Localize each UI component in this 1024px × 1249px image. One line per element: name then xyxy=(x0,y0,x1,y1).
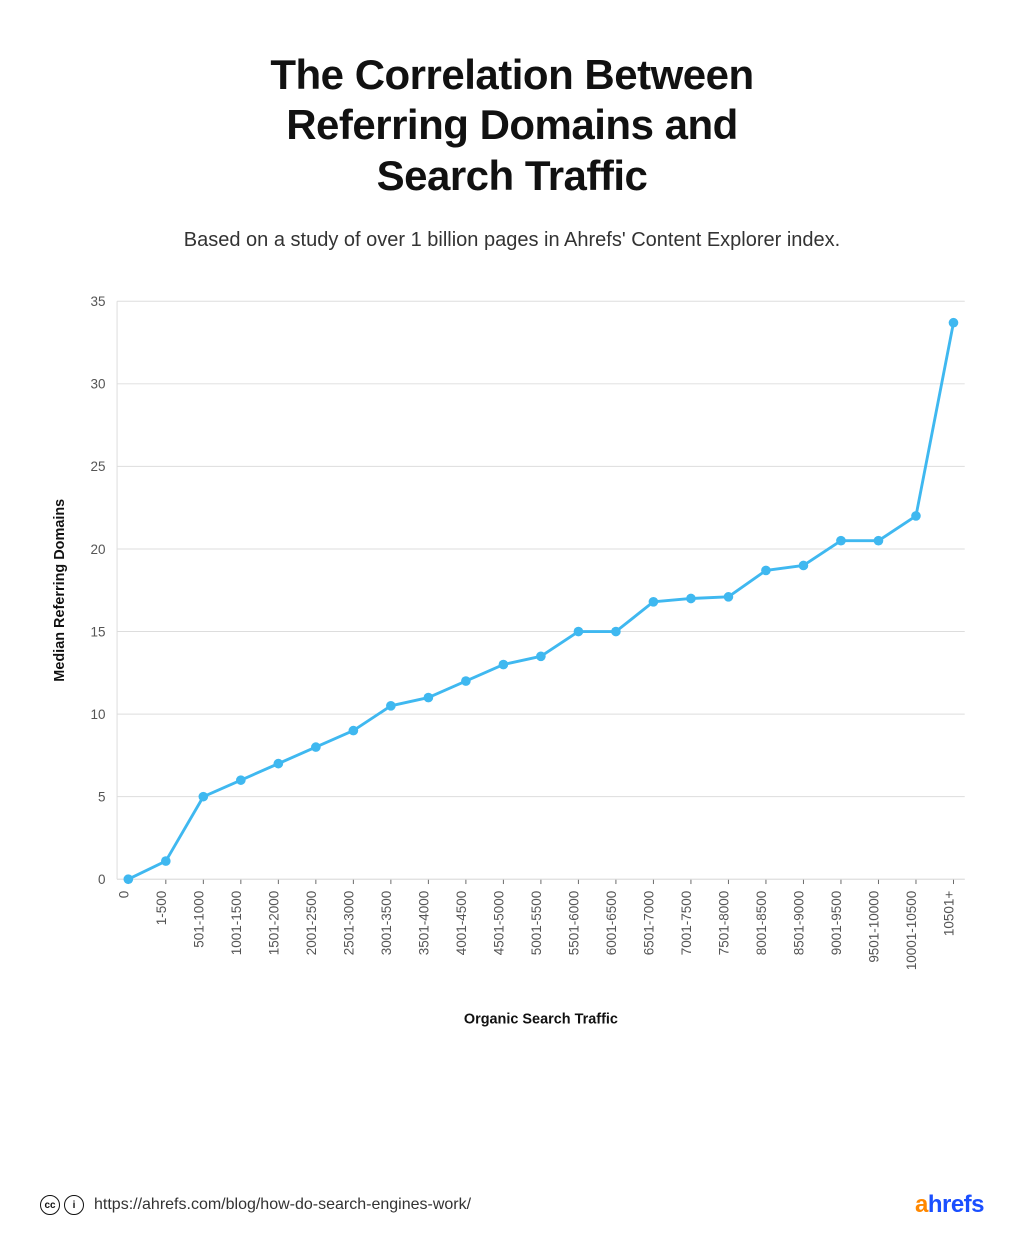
cc-attribution-icon: i xyxy=(64,1195,84,1215)
svg-text:4501-5000: 4501-5000 xyxy=(491,891,506,955)
footer: cc i https://ahrefs.com/blog/how-do-sear… xyxy=(40,1167,984,1219)
svg-text:3001-3500: 3001-3500 xyxy=(379,891,394,955)
ahrefs-logo: ahrefs xyxy=(915,1191,984,1219)
svg-text:15: 15 xyxy=(91,625,106,640)
svg-text:5: 5 xyxy=(98,790,106,805)
svg-text:10: 10 xyxy=(91,707,106,722)
svg-text:9001-9500: 9001-9500 xyxy=(829,891,844,955)
svg-text:9501-10000: 9501-10000 xyxy=(866,891,881,963)
svg-text:7501-8000: 7501-8000 xyxy=(716,891,731,955)
svg-text:6501-7000: 6501-7000 xyxy=(641,891,656,955)
title-line-1: The Correlation Between xyxy=(270,51,753,98)
svg-text:20: 20 xyxy=(91,542,106,557)
svg-text:1501-2000: 1501-2000 xyxy=(266,891,281,955)
svg-text:10501+: 10501+ xyxy=(941,891,956,936)
title-line-3: Search Traffic xyxy=(377,152,648,199)
chart-container: 0 5 10 15 20 25 30 35 0 1-500 501-1000 1001-1500 150… xyxy=(40,282,984,1167)
svg-text:8001-8500: 8001-8500 xyxy=(754,891,769,955)
svg-text:4001-4500: 4001-4500 xyxy=(454,891,469,955)
svg-text:501-1000: 501-1000 xyxy=(191,891,206,948)
svg-text:35: 35 xyxy=(91,294,106,309)
svg-text:5001-5500: 5001-5500 xyxy=(529,891,544,955)
footer-left: cc i https://ahrefs.com/blog/how-do-sear… xyxy=(40,1195,471,1215)
logo-letter-a: a xyxy=(915,1191,928,1218)
svg-text:7001-7500: 7001-7500 xyxy=(679,891,694,955)
title-line-2: Referring Domains and xyxy=(286,101,738,148)
svg-text:30: 30 xyxy=(91,377,106,392)
svg-text:8501-9000: 8501-9000 xyxy=(791,891,806,955)
chart-subtitle: Based on a study of over 1 billion pages… xyxy=(40,229,984,252)
svg-text:1-500: 1-500 xyxy=(154,891,169,925)
chart-title: The Correlation Between Referring Domain… xyxy=(40,50,984,201)
svg-text:5501-6000: 5501-6000 xyxy=(566,891,581,955)
svg-text:0: 0 xyxy=(116,891,131,899)
svg-text:1001-1500: 1001-1500 xyxy=(229,891,244,955)
svg-text:10001-10500: 10001-10500 xyxy=(904,891,919,970)
line-chart: 0 5 10 15 20 25 30 35 0 1-500 501-1000 1001-1500 150… xyxy=(40,282,984,1043)
logo-rest: hrefs xyxy=(928,1191,984,1218)
svg-text:6001-6500: 6001-6500 xyxy=(604,891,619,955)
svg-text:Median Referring Domains: Median Referring Domains xyxy=(52,499,68,682)
svg-text:25: 25 xyxy=(91,459,106,474)
svg-text:2001-2500: 2001-2500 xyxy=(304,891,319,955)
svg-text:0: 0 xyxy=(98,872,106,887)
svg-text:Organic Search Traffic: Organic Search Traffic xyxy=(464,1012,618,1028)
cc-icons: cc i xyxy=(40,1195,84,1215)
svg-text:3501-4000: 3501-4000 xyxy=(416,891,431,955)
svg-text:2501-3000: 2501-3000 xyxy=(341,891,356,955)
cc-license-icon: cc xyxy=(40,1195,60,1215)
footer-url: https://ahrefs.com/blog/how-do-search-en… xyxy=(94,1196,471,1214)
